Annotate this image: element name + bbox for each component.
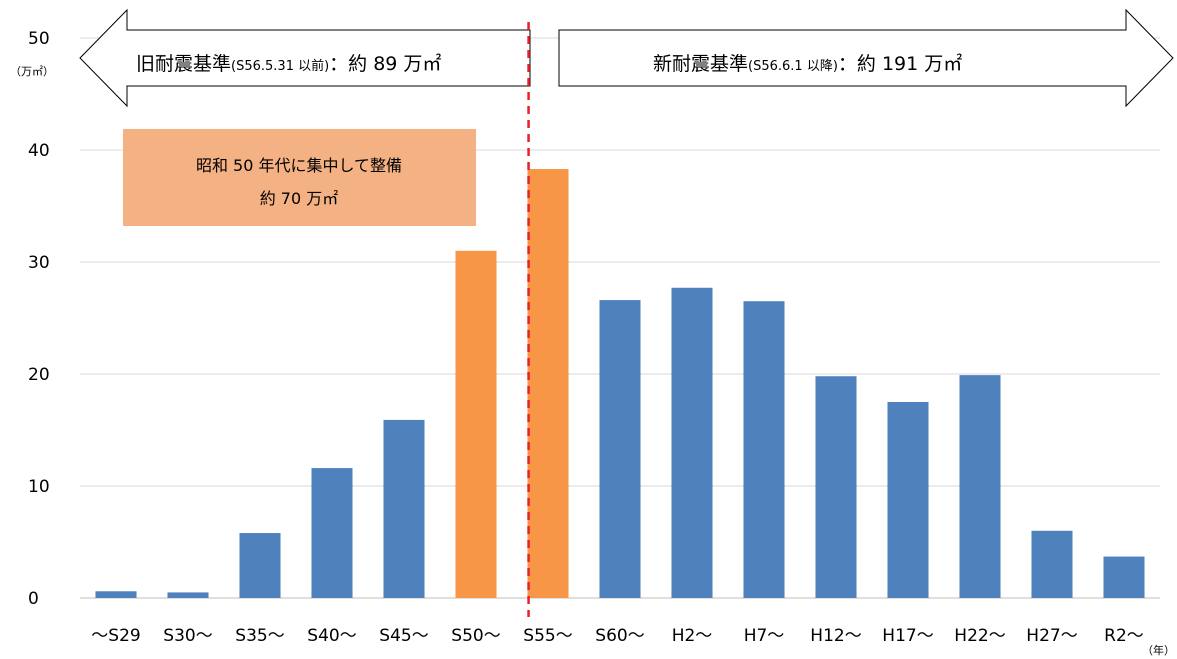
x-tick-label: H27～ (1026, 626, 1077, 646)
bar (815, 376, 857, 598)
bar (1103, 556, 1145, 598)
new-standard-arrow (558, 8, 1174, 108)
bar (1031, 530, 1073, 598)
x-unit-label: （年） (1142, 643, 1175, 657)
old-standard-main: 旧耐震基準 (136, 53, 231, 75)
y-tick-label: 10 (28, 477, 50, 497)
bar (239, 533, 281, 598)
bar (527, 169, 569, 599)
new-standard-main: 新耐震基準 (653, 53, 748, 75)
focus-annotation-box (123, 129, 476, 226)
x-tick-label: S40～ (307, 626, 356, 646)
old-standard-value: ：約 89 万㎡ (329, 52, 441, 75)
x-tick-labels: ～S29 S30～ S35～ S40～ S45～ S50～ S55～ S60～ H2～ H7～ H1… (91, 626, 1144, 646)
x-tick-label: H7～ (744, 626, 785, 646)
x-tick-label: S55～ (523, 626, 572, 646)
x-tick-label: H22～ (954, 626, 1005, 646)
old-standard-paren: (S56.5.31 以前) (231, 58, 329, 74)
focus-annotation-line2: 約 70 万㎡ (260, 189, 339, 208)
x-tick-label: R2～ (1104, 626, 1144, 646)
bar (887, 402, 929, 598)
bar (167, 592, 209, 598)
y-tick-labels: 0 10 20 30 40 50 (28, 29, 50, 609)
x-tick-label: H2～ (672, 626, 713, 646)
y-tick-label: 0 (28, 589, 39, 609)
x-tick-label: S50～ (451, 626, 500, 646)
y-tick-label: 50 (28, 29, 50, 49)
bar (959, 375, 1001, 598)
bar (671, 287, 713, 598)
x-tick-label: H17～ (882, 626, 933, 646)
bar (311, 468, 353, 598)
x-tick-label: S60～ (595, 626, 644, 646)
x-tick-label: S35～ (235, 626, 284, 646)
new-standard-value: ：約 191 万㎡ (838, 52, 962, 75)
new-standard-label: 新耐震基準(S56.6.1 以降)：約 191 万㎡ (653, 52, 962, 75)
y-unit-label: （万㎡） (10, 65, 54, 78)
bar (743, 301, 785, 598)
focus-annotation-line1: 昭和 50 年代に集中して整備 (196, 156, 402, 175)
bar (383, 419, 425, 598)
y-tick-label: 20 (28, 365, 50, 385)
x-tick-label: ～S29 (91, 626, 140, 646)
y-tick-label: 40 (28, 141, 50, 161)
bars (95, 169, 1145, 599)
x-tick-label: S30～ (163, 626, 212, 646)
x-tick-label: H12～ (810, 626, 861, 646)
y-tick-label: 30 (28, 253, 50, 273)
bar (95, 591, 137, 598)
new-standard-paren: (S56.6.1 以降) (748, 59, 838, 74)
bar (455, 250, 497, 599)
old-standard-arrow (79, 8, 531, 108)
x-tick-label: S45～ (379, 626, 428, 646)
old-standard-label: 旧耐震基準(S56.5.31 以前)：約 89 万㎡ (136, 52, 441, 75)
bar (599, 300, 641, 598)
